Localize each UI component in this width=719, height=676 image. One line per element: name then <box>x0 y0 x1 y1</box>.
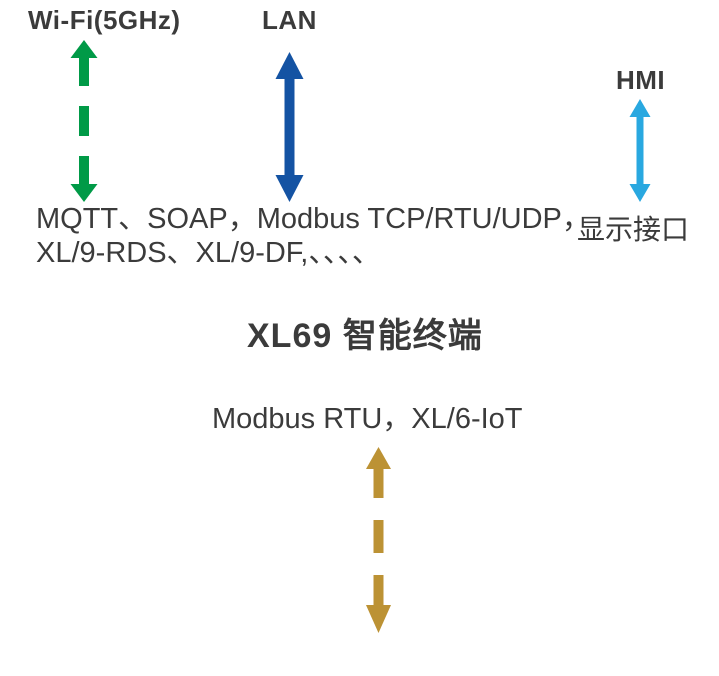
hmi-arrow-icon <box>629 99 651 202</box>
south-protocols-text: Modbus RTU，XL/6-IoT <box>212 403 523 435</box>
lan-arrowhead-up <box>275 52 304 79</box>
wifi-arrowhead-down <box>70 184 98 202</box>
wifi-arrow-icon <box>70 40 98 202</box>
serial-arrowhead-up <box>366 447 391 469</box>
lan-label: LAN <box>262 5 317 35</box>
north-protocols-line2: XL/9-RDS、XL/9-DF,、、、、 <box>36 237 381 269</box>
wifi-label: Wi-Fi(5GHz) <box>28 5 181 35</box>
serial-arrow-icon <box>366 447 391 633</box>
hmi-arrowhead-down <box>629 184 651 202</box>
serial-arrowhead-down <box>366 605 391 633</box>
device-title: XL69 智能终端 <box>247 317 483 355</box>
hmi-label: HMI <box>616 65 666 95</box>
wifi-arrowhead-up <box>70 40 98 58</box>
north-protocols-line1: MQTT、SOAP，Modbus TCP/RTU/UDP， <box>36 203 591 235</box>
lan-arrow-icon <box>275 52 304 202</box>
lan-arrowhead-down <box>275 175 304 202</box>
hmi-arrowhead-up <box>629 99 651 117</box>
display-interface-label: 显示接口 <box>577 214 690 245</box>
north-protocols-text: MQTT、SOAP，Modbus TCP/RTU/UDP， XL/9-RDS、X… <box>36 202 591 270</box>
